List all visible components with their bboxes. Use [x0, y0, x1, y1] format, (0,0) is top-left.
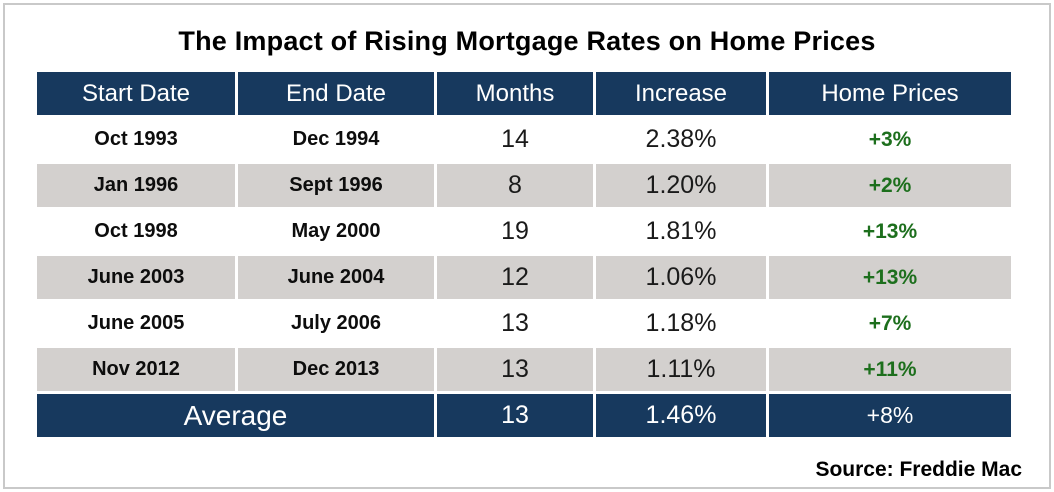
average-months: 13	[437, 394, 593, 437]
average-label: Average	[37, 394, 434, 437]
cell-end-date: Sept 1996	[238, 164, 434, 207]
average-row: Average 13 1.46% +8%	[37, 394, 1011, 437]
cell-start-date: Oct 1993	[94, 128, 178, 150]
cell-end-date: May 2000	[291, 220, 381, 242]
column-header-home-prices: Home Prices	[769, 72, 1011, 115]
cell-start-date: June 2005	[87, 312, 185, 334]
cell-home-prices: +11%	[769, 348, 1011, 391]
cell-increase: 2.38%	[645, 125, 717, 153]
cell-end-date: June 2004	[238, 256, 434, 299]
cell-months: 13	[501, 309, 529, 337]
average-increase: 1.46%	[596, 394, 766, 437]
table-row: June 2003 June 2004 12 1.06% +13%	[37, 256, 1011, 299]
cell-months: 12	[437, 256, 593, 299]
cell-home-prices: +13%	[862, 219, 918, 243]
cell-home-prices: +3%	[868, 127, 912, 151]
cell-increase: 1.06%	[596, 256, 766, 299]
cell-home-prices: +2%	[769, 164, 1011, 207]
cell-increase: 1.11%	[596, 348, 766, 391]
cell-end-date: July 2006	[290, 312, 382, 334]
column-header-months: Months	[437, 72, 593, 115]
cell-end-date: Dec 2013	[238, 348, 434, 391]
cell-home-prices: +7%	[868, 311, 912, 335]
mortgage-rates-table: Start Date End Date Months Increase Home…	[34, 69, 1014, 440]
table-row: Jan 1996 Sept 1996 8 1.20% +2%	[37, 164, 1011, 207]
cell-home-prices: +13%	[769, 256, 1011, 299]
page-title: The Impact of Rising Mortgage Rates on H…	[178, 26, 876, 56]
cell-months: 13	[437, 348, 593, 391]
cell-start-date: Oct 1998	[94, 220, 178, 242]
source-attribution: Source: Freddie Mac	[815, 458, 1022, 481]
cell-increase: 1.18%	[645, 309, 717, 337]
cell-start-date: Jan 1996	[37, 164, 235, 207]
column-header-increase: Increase	[596, 72, 766, 115]
column-header-end-date: End Date	[238, 72, 434, 115]
cell-months: 19	[501, 217, 529, 245]
cell-end-date: Dec 1994	[292, 128, 380, 150]
cell-start-date: Nov 2012	[37, 348, 235, 391]
cell-increase: 1.20%	[596, 164, 766, 207]
column-header-start-date: Start Date	[37, 72, 235, 115]
cell-months: 8	[437, 164, 593, 207]
average-home-prices: +8%	[769, 394, 1011, 437]
table-row: Oct 1998 May 2000 19 1.81% +13%	[37, 210, 1011, 253]
cell-start-date: June 2003	[37, 256, 235, 299]
cell-months: 14	[501, 125, 529, 153]
table-row: June 2005 July 2006 13 1.18% +7%	[37, 302, 1011, 345]
header-row: Start Date End Date Months Increase Home…	[37, 72, 1011, 115]
cell-increase: 1.81%	[645, 217, 717, 245]
table-row: Oct 1993 Dec 1994 14 2.38% +3%	[37, 118, 1011, 161]
table-row: Nov 2012 Dec 2013 13 1.11% +11%	[37, 348, 1011, 391]
